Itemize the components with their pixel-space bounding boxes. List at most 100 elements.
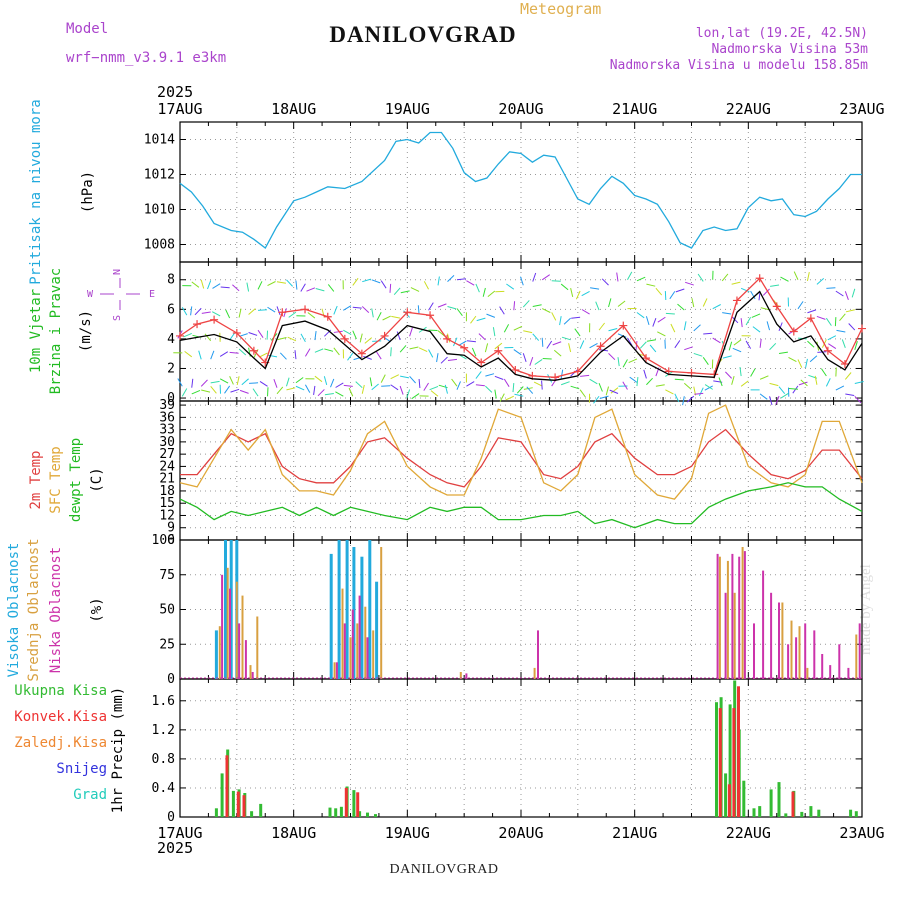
gust-marker <box>494 346 503 355</box>
wind-barb <box>513 325 523 331</box>
wind-barb <box>571 316 581 319</box>
wind-barb <box>570 385 580 390</box>
cloud-low-bar <box>731 553 734 679</box>
wind-barb <box>807 340 815 348</box>
panel-pressure: 1008 1010 1012 1014 <box>144 121 863 263</box>
wind-barb <box>211 311 221 317</box>
cloud-high-ylabel: Visoka Oblacnost <box>6 543 22 678</box>
wind-barb <box>381 385 391 387</box>
wind-barb <box>327 284 335 292</box>
temp2m-line <box>180 428 863 488</box>
wind-barb <box>752 326 761 333</box>
y-tick-label: 18 <box>159 484 175 499</box>
wind-barb <box>520 276 524 286</box>
wind-barb <box>513 349 522 356</box>
wind-barb <box>529 356 534 366</box>
precip-total-bar <box>752 808 756 817</box>
model-altitude-info: Nadmorska Visina u modelu 158.85m <box>609 58 868 73</box>
time-label-bottom: 21AUG <box>612 824 657 842</box>
wind-barb <box>372 340 382 342</box>
wind-barb <box>410 287 420 292</box>
wind-barb <box>371 279 381 284</box>
wind-barb <box>570 287 574 298</box>
wind-barb <box>486 313 496 318</box>
wind-barb <box>257 281 263 290</box>
precip-conv-bar <box>737 686 740 817</box>
wind-barb <box>702 357 709 365</box>
precip-total-bar <box>259 803 263 817</box>
cloud-low-bar <box>838 644 841 680</box>
cloud-low-bar <box>738 556 741 679</box>
wind-barb <box>300 333 306 343</box>
wind-barb <box>778 386 786 395</box>
wind-barb <box>835 385 845 391</box>
wind-barb <box>361 384 365 394</box>
wind-barb <box>589 378 598 385</box>
wind-barb <box>526 386 534 394</box>
wind-barb <box>665 389 674 395</box>
gust-marker <box>573 367 582 376</box>
cloud-mid-bar <box>718 556 721 679</box>
wind-barb <box>693 352 703 357</box>
wind-barb <box>851 288 856 298</box>
wind-barb <box>201 389 211 393</box>
y-tick-label: 27 <box>159 447 175 462</box>
wind-barb <box>257 329 264 338</box>
gust-marker <box>806 314 815 323</box>
gust-marker <box>772 302 781 311</box>
wind-barb <box>788 356 797 363</box>
gust-marker <box>380 331 389 340</box>
y-tick-label: 9 <box>167 521 175 536</box>
cloud-mid-bar <box>364 606 367 679</box>
cloud-mid-bar <box>806 667 809 679</box>
y-tick-label: 25 <box>159 637 175 652</box>
wind-barb <box>581 309 590 315</box>
cloud-low-bar <box>743 551 746 679</box>
time-label-bottom: 22AUG <box>726 824 771 842</box>
y-tick-label: 8 <box>167 273 175 288</box>
wind-barb <box>610 387 619 394</box>
wind-barb <box>428 349 434 358</box>
wind-barb <box>212 283 221 289</box>
wind-barb <box>697 273 704 282</box>
wind-barb <box>181 388 188 397</box>
wind-barb <box>191 378 194 388</box>
cloud-high-bar <box>229 540 233 679</box>
wind-barb <box>294 350 297 360</box>
wind-barb <box>759 393 768 400</box>
wind-barb <box>740 318 743 328</box>
wind-barb <box>800 379 808 387</box>
wind-barb <box>429 385 439 391</box>
wind-barb <box>533 381 543 387</box>
wind-barb <box>352 306 362 309</box>
cloud-low-bar <box>251 672 254 679</box>
wind-barb <box>409 327 413 337</box>
y-tick-label: 0 <box>167 391 175 406</box>
time-label-top: 20AUG <box>498 100 543 118</box>
wind-barb <box>475 371 482 379</box>
cloud-low-bar <box>537 630 539 679</box>
wind-barb <box>780 276 789 282</box>
wind-barb <box>580 374 590 377</box>
wind-barb <box>769 396 773 406</box>
wind-barb <box>333 347 340 356</box>
wind-barb <box>304 384 311 393</box>
cloud-low-bar <box>716 553 719 679</box>
wind-barb <box>466 381 475 387</box>
wind-barb <box>362 278 372 283</box>
wind-barb <box>652 317 657 327</box>
wind-barb <box>418 347 428 353</box>
wind-barb <box>646 377 653 386</box>
wind-barb <box>191 389 201 395</box>
wind-barb <box>854 381 864 384</box>
y-tick-label: 0.4 <box>152 781 176 796</box>
wind-barb <box>674 393 680 403</box>
wind-barb <box>778 351 788 355</box>
wind-barb <box>816 315 826 320</box>
wind-barb <box>447 333 451 343</box>
wind-barb <box>683 382 692 390</box>
wind-barb <box>286 279 293 287</box>
cloud-low-bar <box>762 570 765 679</box>
wind-barb <box>797 359 803 368</box>
wind-barb <box>608 352 616 361</box>
